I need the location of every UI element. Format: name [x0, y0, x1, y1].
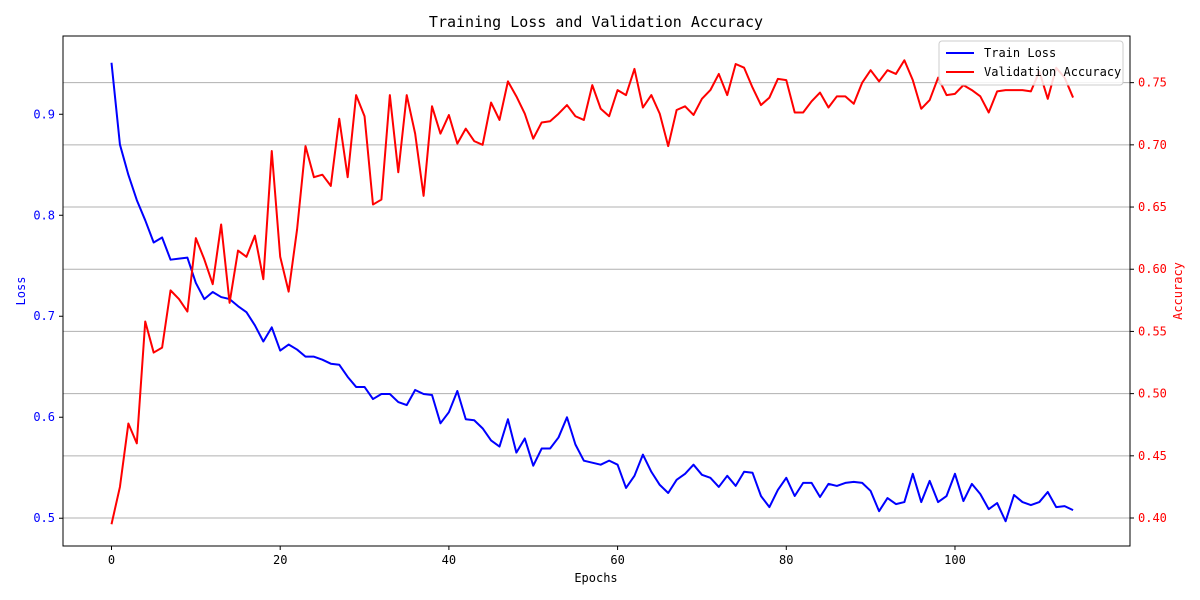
- x-tick-label: 80: [779, 553, 793, 567]
- x-tick-label: 0: [108, 553, 115, 567]
- y-axis-right-title: Accuracy: [1171, 262, 1185, 320]
- x-tick-label: 40: [442, 553, 456, 567]
- series-line-validation-accuracy: [110, 59, 1074, 525]
- series-line-train-loss: [110, 62, 1074, 523]
- legend-box: [938, 40, 1124, 86]
- chart-title: Training Loss and Validation Accuracy: [429, 13, 763, 31]
- legend: Train Loss Validation Accuracy: [938, 40, 1124, 86]
- plot-frame: [62, 35, 1131, 547]
- y-left-tick-label: 0.7: [33, 309, 55, 323]
- x-tick-label: 60: [610, 553, 624, 567]
- y-right-tick-label: 0.65: [1138, 200, 1167, 214]
- y-left-tick-label: 0.9: [33, 107, 55, 121]
- y-axis-left-title: Loss: [14, 277, 28, 306]
- y-right-tick-label: 0.70: [1138, 138, 1167, 152]
- legend-label-validation-accuracy: Validation Accuracy: [984, 65, 1121, 79]
- series-layer: [110, 59, 1074, 525]
- y-right-tick-label: 0.45: [1138, 449, 1167, 463]
- y-left-tick-label: 0.8: [33, 208, 55, 222]
- y-right-tick-label: 0.60: [1138, 262, 1167, 276]
- x-tick-label: 20: [273, 553, 287, 567]
- axes-layer: 0 20 40 60 80 100 0.5 0.6 0.7 0.8 0.9 0.40 0.45 0.50 0…: [33, 76, 1167, 567]
- x-tick-label: 100: [944, 553, 966, 567]
- y-left-tick-label: 0.5: [33, 511, 55, 525]
- y-right-tick-label: 0.50: [1138, 387, 1167, 401]
- y-right-tick-label: 0.40: [1138, 511, 1167, 525]
- x-axis-title: Epochs: [574, 571, 617, 585]
- grid-layer: [63, 82, 1130, 519]
- y-right-tick-label: 0.55: [1138, 324, 1167, 338]
- y-right-tick-label: 0.75: [1138, 76, 1167, 90]
- legend-label-train-loss: Train Loss: [984, 46, 1056, 60]
- y-left-tick-label: 0.6: [33, 410, 55, 424]
